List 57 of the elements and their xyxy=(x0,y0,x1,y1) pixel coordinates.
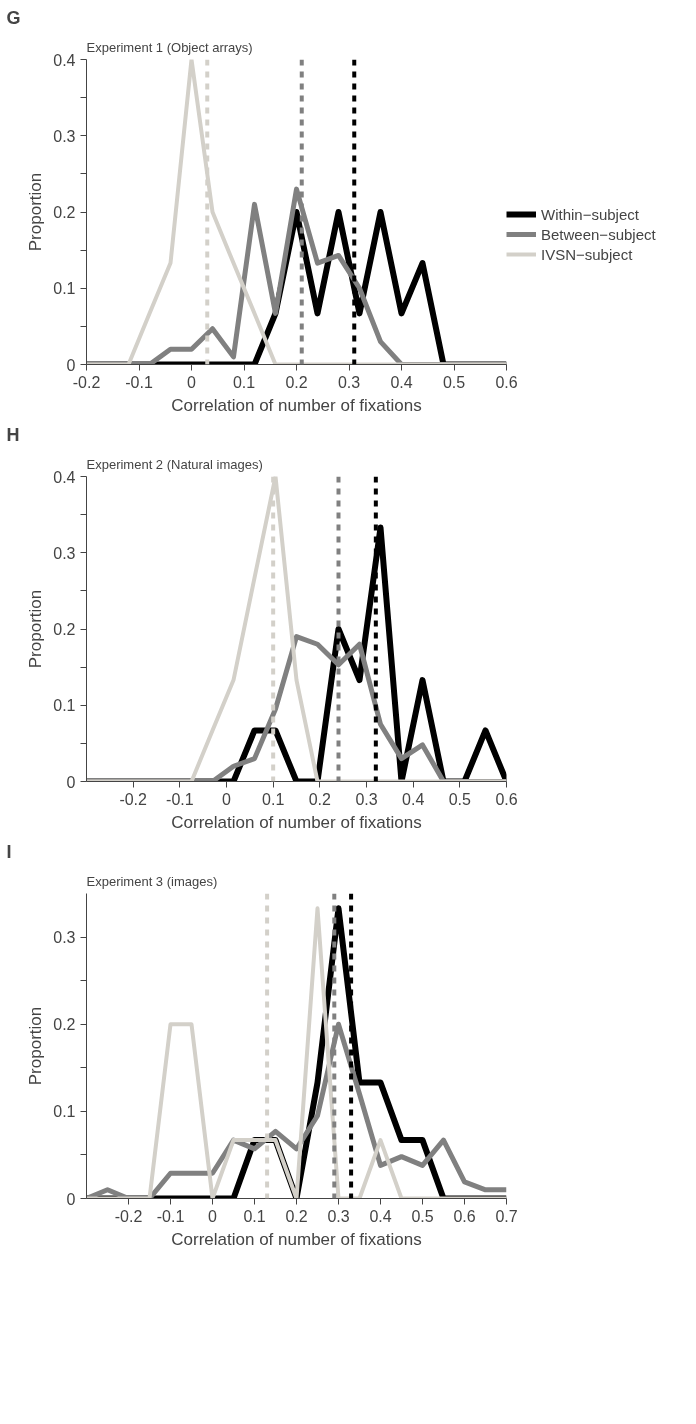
y-axis-title: Proportion xyxy=(26,1006,46,1086)
x-tick-label: 0.6 xyxy=(495,790,518,808)
y-tick-label: 0 xyxy=(66,356,76,374)
x-tick-label: -0.2 xyxy=(72,373,101,391)
x-tick-label: 0.6 xyxy=(453,1207,476,1225)
x-tick-label: 0.5 xyxy=(448,790,472,808)
x-tick-label: 0.2 xyxy=(285,373,308,391)
y-tick-label: 0 xyxy=(66,773,76,791)
x-tick-label: 0 xyxy=(187,373,197,391)
x-tick-label: 0.7 xyxy=(495,1207,518,1225)
chart-title: Experiment 1 (Object arrays) xyxy=(86,39,253,55)
y-tick-label: 0.2 xyxy=(53,621,76,638)
x-tick-label: -0.2 xyxy=(114,1207,143,1225)
x-tick-label: 0 xyxy=(208,1207,218,1225)
x-tick-label: 0.4 xyxy=(402,790,425,808)
text: I xyxy=(6,841,12,862)
x-axis-title: Correlation of number of fixations xyxy=(171,812,422,832)
legend-label: IVSN−subject xyxy=(541,245,633,263)
y-tick-label: 0.4 xyxy=(53,51,76,69)
x-axis-title: Correlation of number of fixations xyxy=(171,1229,422,1249)
x-tick-label: 0.5 xyxy=(442,373,466,391)
x-tick-label: 0.4 xyxy=(369,1207,392,1225)
y-axis-title: Proportion xyxy=(26,589,46,669)
y-tick-label: 0 xyxy=(66,1190,76,1208)
text: H xyxy=(6,424,20,445)
x-tick-label: -0.1 xyxy=(125,373,153,391)
x-tick-label: 0.1 xyxy=(232,373,256,391)
y-tick-label: 0.3 xyxy=(53,929,76,947)
x-tick-label: 0.2 xyxy=(308,790,332,808)
y-tick-label: 0.3 xyxy=(53,544,76,562)
y-tick-label: 0.2 xyxy=(53,1016,76,1034)
x-tick-label: 0.1 xyxy=(243,1207,266,1225)
chart-title: Experiment 3 (images) xyxy=(86,873,218,889)
legend-label: Between−subject xyxy=(541,225,656,243)
text: G xyxy=(6,7,21,28)
x-tick-label: -0.1 xyxy=(156,1207,185,1225)
x-tick-label: 0.3 xyxy=(355,790,378,808)
x-tick-label: 0.2 xyxy=(285,1207,308,1225)
x-tick-label: -0.2 xyxy=(119,790,148,808)
y-tick-label: 0.2 xyxy=(53,204,76,221)
y-tick-label: 0.1 xyxy=(53,1103,76,1121)
y-tick-label: 0.1 xyxy=(53,697,76,715)
x-tick-label: 0.3 xyxy=(337,373,361,391)
x-tick-label: 0 xyxy=(222,790,232,808)
legend-label: Within−subject xyxy=(541,205,639,223)
chart-title: Experiment 2 (Natural images) xyxy=(86,456,263,472)
x-tick-label: 0.4 xyxy=(390,373,413,391)
x-tick-label: 0.1 xyxy=(262,790,285,808)
y-tick-label: 0.1 xyxy=(53,280,76,298)
y-tick-label: 0.3 xyxy=(53,127,76,145)
x-tick-label: -0.1 xyxy=(166,790,194,808)
x-tick-label: 0.3 xyxy=(327,1207,350,1225)
x-tick-label: 0.5 xyxy=(411,1207,434,1225)
x-tick-label: 0.6 xyxy=(495,373,518,391)
y-axis-title: Proportion xyxy=(26,172,46,252)
y-tick-label: 0.4 xyxy=(53,468,76,486)
x-axis-title: Correlation of number of fixations xyxy=(171,395,422,415)
